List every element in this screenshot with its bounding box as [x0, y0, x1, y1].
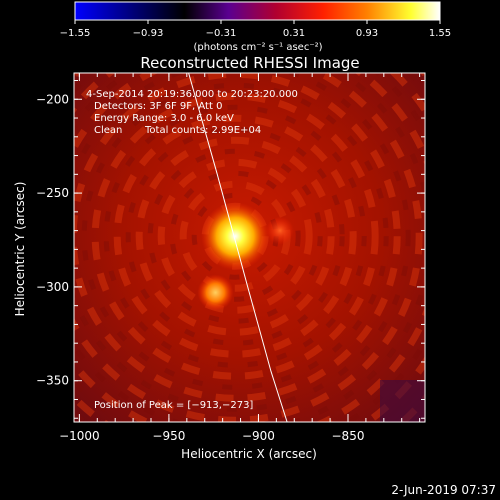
x-axis-tick-labels: −1000 −950 −900 −850 — [59, 429, 364, 443]
annotation-energy: Energy Range: 3.0 - 6.0 keV — [94, 113, 234, 124]
annotation-time-range: 4-Sep-2014 20:19:36.000 to 20:23:20.000 — [86, 89, 298, 100]
ripple-ring — [74, 73, 423, 422]
colorbar-units-label: (photons cm⁻² s⁻¹ asec⁻²) — [193, 42, 322, 53]
source-blob — [201, 202, 270, 271]
y-axis-tick-labels: −200 −250 −300 −350 — [36, 92, 69, 387]
x-tick-label: −950 — [152, 429, 185, 443]
ripple-ring-dark — [169, 170, 301, 302]
footer-date: 2-Jun-2019 07:37 — [391, 483, 496, 497]
colorbar-tick-label: 0.93 — [356, 28, 378, 39]
x-axis-label: Heliocentric X (arcsec) — [181, 447, 317, 461]
ripple-ring — [91, 92, 379, 380]
ripple-ring-dark — [147, 148, 323, 324]
x-tick-label: −1000 — [59, 429, 100, 443]
ripple-ring — [135, 136, 335, 336]
y-tick-label: −300 — [36, 280, 69, 294]
y-tick-label: −250 — [36, 186, 69, 200]
source-blob — [197, 274, 234, 311]
colorbar — [74, 1, 441, 21]
colorbar-tick-label: 1.55 — [429, 28, 451, 39]
plot-frame — [73, 72, 426, 423]
x-tick-label: −850 — [332, 429, 365, 443]
colorbar-tick-labels: −1.55 −0.93 −0.31 0.31 0.93 1.55 — [60, 28, 451, 39]
y-axis-label: Heliocentric Y (arcsec) — [13, 182, 27, 317]
y-tick-label: −200 — [36, 92, 69, 106]
chart-title: Reconstructed RHESSI Image — [140, 54, 359, 72]
solar-limb-curve — [188, 73, 288, 422]
x-tick-label: −900 — [242, 429, 275, 443]
colorbar-ticks — [74, 20, 441, 24]
y-axis-ticks — [74, 80, 425, 419]
colorbar-tick-label: −0.93 — [133, 28, 164, 39]
annotation-clean: Clean — [94, 125, 122, 136]
colorbar-tick-label: 0.31 — [283, 28, 305, 39]
source-blob — [265, 216, 294, 245]
ripple-ring — [157, 158, 313, 314]
annotation-detectors: Detectors: 3F 6F 9F, Att 0 — [94, 101, 222, 112]
ripple-ring-dark — [103, 104, 367, 368]
y-tick-label: −350 — [36, 374, 69, 388]
ripple-ring-dark — [74, 73, 411, 412]
annotation-peak-position: Position of Peak = [−913,−273] — [94, 400, 253, 411]
annotation-total-counts: Total counts: 2.99E+04 — [144, 125, 261, 136]
colorbar-tick-label: −0.31 — [206, 28, 237, 39]
ripple-ring-dark — [191, 192, 279, 280]
ripple-ring-dark — [125, 126, 345, 346]
colorbar-tick-label: −1.55 — [60, 28, 91, 39]
x-axis-ticks — [78, 73, 421, 422]
dark-corner — [380, 380, 425, 422]
emission-sources — [197, 202, 294, 311]
ripple-ring — [113, 114, 357, 358]
